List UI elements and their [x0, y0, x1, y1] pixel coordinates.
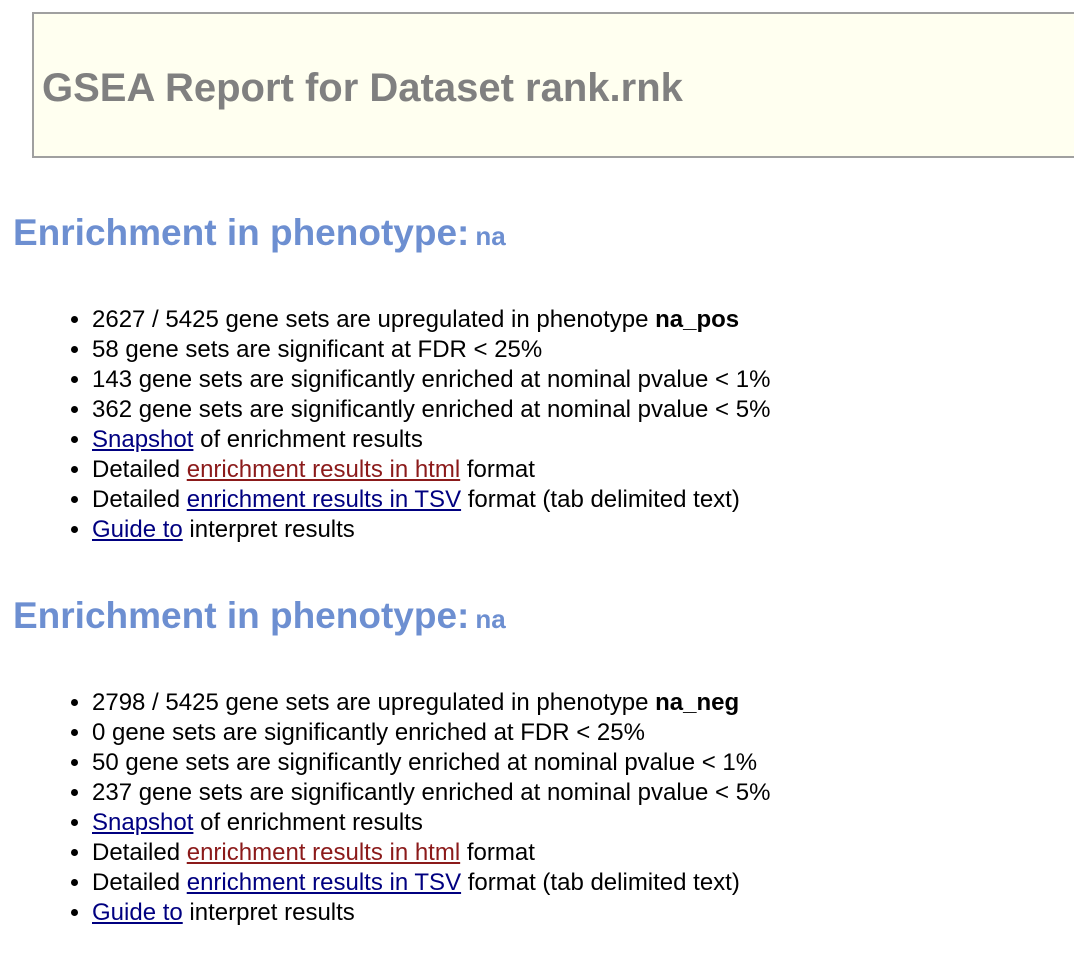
list-item: Detailed enrichment results in html form…: [92, 455, 770, 485]
page-title: GSEA Report for Dataset rank.rnk: [42, 66, 683, 110]
list-item: Snapshot of enrichment results: [92, 425, 770, 455]
section-heading: Enrichment in phenotype: na: [13, 593, 506, 642]
section-heading-text: Enrichment in phenotype:: [13, 595, 470, 636]
report-header: GSEA Report for Dataset rank.rnk: [32, 12, 1074, 158]
snapshot-text: of enrichment results: [193, 426, 423, 453]
html-suffix-text: format: [460, 839, 535, 866]
html-prefix-text: Detailed: [92, 839, 187, 866]
phenotype-label: na: [475, 221, 506, 251]
guide-text: interpret results: [182, 899, 355, 926]
list-item: Detailed enrichment results in TSV forma…: [92, 485, 770, 515]
html-prefix-text: Detailed: [92, 456, 187, 483]
tsv-prefix-text: Detailed: [92, 869, 187, 896]
list-item: Snapshot of enrichment results: [92, 808, 770, 838]
tsv-suffix-text: format (tab delimited text): [461, 869, 740, 896]
upregulated-count: 2627 / 5425 gene sets are upregulated in…: [92, 306, 649, 333]
section-heading: Enrichment in phenotype: na: [13, 210, 506, 259]
list-item: Guide to interpret results: [92, 898, 770, 928]
snapshot-text: of enrichment results: [193, 809, 423, 836]
tsv-results-link[interactable]: enrichment results in TSV: [186, 869, 462, 896]
html-results-link[interactable]: enrichment results in html: [186, 839, 461, 866]
snapshot-link[interactable]: Snapshot: [92, 426, 194, 453]
upregulated-phenotype: na_pos: [655, 306, 740, 333]
upregulated-count: 2798 / 5425 gene sets are upregulated in…: [92, 689, 649, 716]
html-suffix-text: format: [460, 456, 535, 483]
list-item: 58 gene sets are significant at FDR < 25…: [92, 335, 770, 365]
list-item: Detailed enrichment results in html form…: [92, 838, 770, 868]
guide-link[interactable]: Guide to: [92, 899, 183, 926]
list-item: 237 gene sets are significantly enriched…: [92, 778, 770, 808]
section-heading-text: Enrichment in phenotype:: [13, 212, 470, 253]
tsv-prefix-text: Detailed: [92, 486, 187, 513]
list-item: 50 gene sets are significantly enriched …: [92, 748, 770, 778]
upregulated-phenotype: na_neg: [655, 689, 740, 716]
guide-text: interpret results: [182, 516, 355, 543]
stats-list: 2627 / 5425 gene sets are upregulated in…: [0, 305, 770, 545]
phenotype-label: na: [475, 604, 506, 634]
tsv-suffix-text: format (tab delimited text): [461, 486, 740, 513]
html-results-link[interactable]: enrichment results in html: [186, 456, 461, 483]
list-item: 2798 / 5425 gene sets are upregulated in…: [92, 688, 770, 718]
list-item: 362 gene sets are significantly enriched…: [92, 395, 770, 425]
tsv-results-link[interactable]: enrichment results in TSV: [186, 486, 462, 513]
list-item: 0 gene sets are significantly enriched a…: [92, 718, 770, 748]
list-item: Detailed enrichment results in TSV forma…: [92, 868, 770, 898]
guide-link[interactable]: Guide to: [92, 516, 183, 543]
snapshot-link[interactable]: Snapshot: [92, 809, 194, 836]
stats-list: 2798 / 5425 gene sets are upregulated in…: [0, 688, 770, 928]
list-item: 2627 / 5425 gene sets are upregulated in…: [92, 305, 770, 335]
list-item: Guide to interpret results: [92, 515, 770, 545]
list-item: 143 gene sets are significantly enriched…: [92, 365, 770, 395]
